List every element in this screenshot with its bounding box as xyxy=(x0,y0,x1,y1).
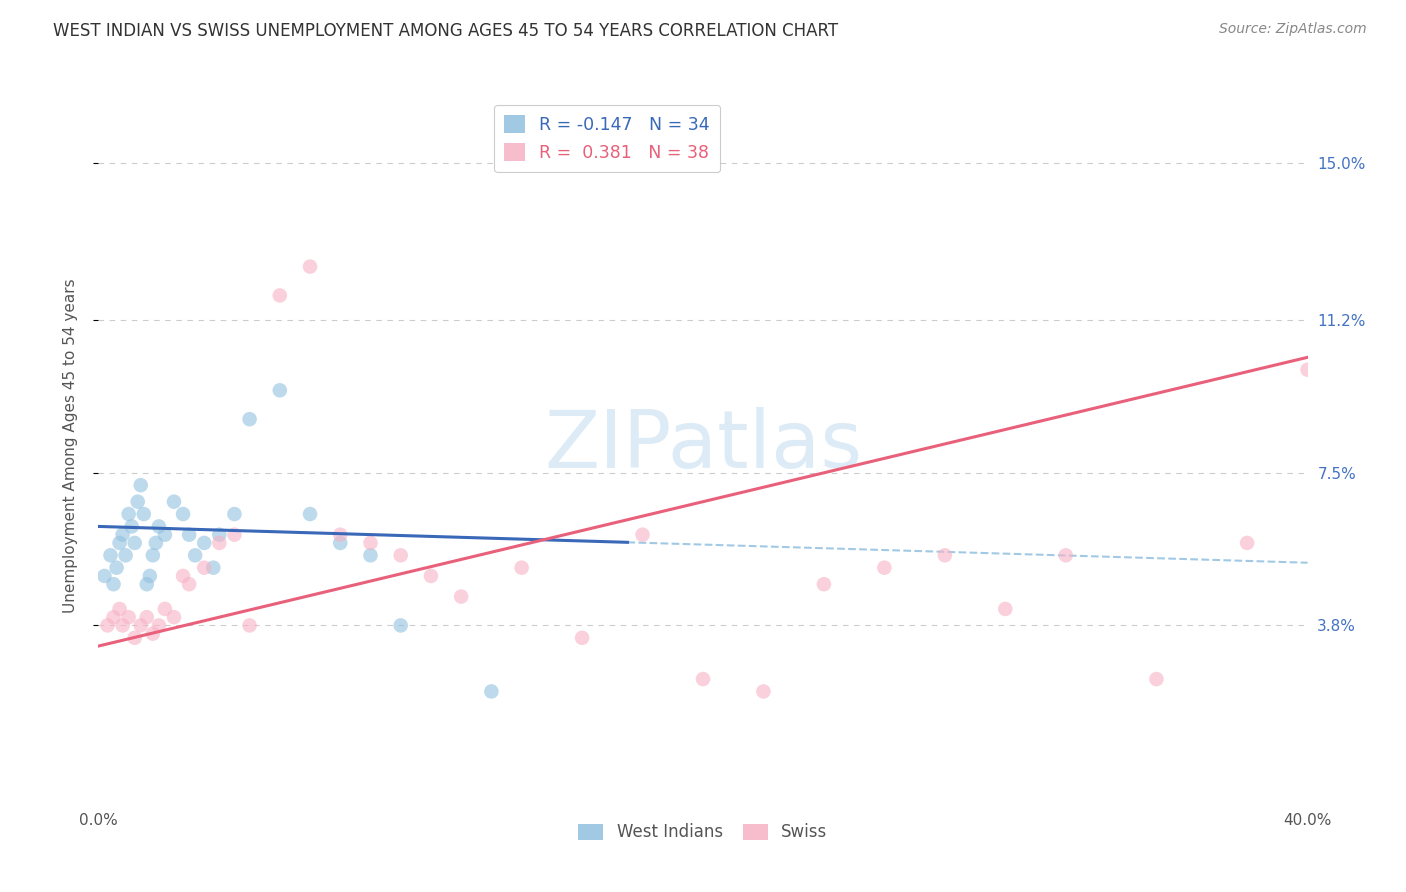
Point xyxy=(135,577,157,591)
Point xyxy=(299,507,322,521)
Point xyxy=(420,569,443,583)
Point xyxy=(510,560,533,574)
Point xyxy=(193,536,215,550)
Point xyxy=(269,384,291,398)
Point xyxy=(224,527,246,541)
Text: Source: ZipAtlas.com: Source: ZipAtlas.com xyxy=(1219,22,1367,37)
Point xyxy=(108,536,131,550)
Point xyxy=(994,602,1017,616)
Point xyxy=(108,602,131,616)
Point xyxy=(121,519,143,533)
Point xyxy=(239,618,262,632)
Point xyxy=(96,618,118,632)
Point xyxy=(103,610,125,624)
Point xyxy=(208,527,231,541)
Point xyxy=(239,412,262,426)
Point xyxy=(118,610,141,624)
Point xyxy=(145,536,167,550)
Point xyxy=(450,590,472,604)
Point xyxy=(127,494,149,508)
Point xyxy=(224,507,246,521)
Point xyxy=(153,602,176,616)
Point xyxy=(111,527,134,541)
Point xyxy=(329,536,352,550)
Point xyxy=(129,618,152,632)
Point xyxy=(873,560,896,574)
Point xyxy=(142,549,165,563)
Point xyxy=(1236,536,1258,550)
Y-axis label: Unemployment Among Ages 45 to 54 years: Unemployment Among Ages 45 to 54 years xyxy=(63,278,77,614)
Text: WEST INDIAN VS SWISS UNEMPLOYMENT AMONG AGES 45 TO 54 YEARS CORRELATION CHART: WEST INDIAN VS SWISS UNEMPLOYMENT AMONG … xyxy=(53,22,838,40)
Point xyxy=(93,569,115,583)
Point xyxy=(269,288,291,302)
Point xyxy=(1054,549,1077,563)
Point xyxy=(172,569,194,583)
Point xyxy=(184,549,207,563)
Point xyxy=(111,618,134,632)
Point xyxy=(752,684,775,698)
Point xyxy=(114,549,136,563)
Point xyxy=(172,507,194,521)
Point xyxy=(153,527,176,541)
Point xyxy=(571,631,593,645)
Point xyxy=(389,549,412,563)
Point xyxy=(139,569,162,583)
Point xyxy=(135,610,157,624)
Point xyxy=(142,626,165,640)
Point xyxy=(389,618,412,632)
Point xyxy=(202,560,225,574)
Text: ZIPatlas: ZIPatlas xyxy=(544,407,862,485)
Point xyxy=(179,527,201,541)
Point xyxy=(163,610,186,624)
Point xyxy=(179,577,201,591)
Point xyxy=(329,527,352,541)
Legend: West Indians, Swiss: West Indians, Swiss xyxy=(572,817,834,848)
Point xyxy=(148,519,170,533)
Point xyxy=(692,672,714,686)
Point xyxy=(132,507,155,521)
Point xyxy=(631,527,654,541)
Point xyxy=(1296,362,1319,376)
Point xyxy=(103,577,125,591)
Point xyxy=(124,631,146,645)
Point xyxy=(481,684,503,698)
Point xyxy=(299,260,322,274)
Point xyxy=(208,536,231,550)
Point xyxy=(163,494,186,508)
Point xyxy=(100,549,122,563)
Point xyxy=(129,478,152,492)
Point xyxy=(360,549,382,563)
Point xyxy=(360,536,382,550)
Point xyxy=(118,507,141,521)
Point xyxy=(934,549,956,563)
Point xyxy=(105,560,128,574)
Point xyxy=(813,577,835,591)
Point xyxy=(1144,672,1167,686)
Point xyxy=(193,560,215,574)
Point xyxy=(124,536,146,550)
Point xyxy=(148,618,170,632)
